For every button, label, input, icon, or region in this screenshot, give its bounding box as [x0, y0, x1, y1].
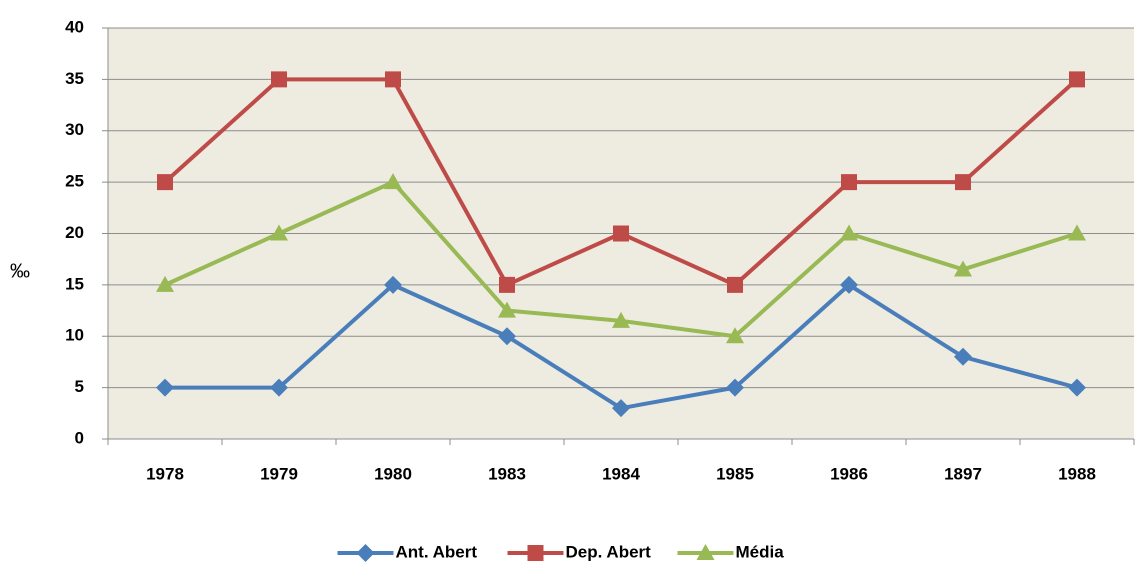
marker [356, 544, 375, 562]
marker [612, 399, 630, 418]
marker [840, 224, 858, 241]
x-tick-label: 1897 [944, 464, 982, 483]
marker [1069, 71, 1085, 88]
marker [157, 174, 173, 191]
marker [156, 275, 174, 292]
x-tick-label: 1978 [146, 464, 184, 483]
y-tick-label: 40 [65, 17, 84, 36]
marker [726, 327, 744, 344]
y-tick-label: 5 [75, 377, 84, 396]
marker [384, 275, 402, 294]
marker [612, 311, 630, 328]
x-tick-label: 1980 [374, 464, 412, 483]
y-tick-label: 25 [65, 172, 84, 191]
marker [498, 327, 516, 346]
legend-label: Média [736, 542, 785, 561]
y-axis-label: ‰ [10, 260, 30, 282]
y-tick-label: 15 [65, 274, 84, 293]
y-tick-label: 0 [75, 428, 84, 447]
marker [955, 174, 971, 191]
marker [271, 71, 287, 88]
y-tick-label: 35 [65, 69, 84, 88]
x-tick-label: 1985 [716, 464, 754, 483]
x-tick-label: 1979 [260, 464, 298, 483]
y-tick-label: 30 [65, 120, 84, 139]
marker [696, 544, 715, 560]
y-tick-label: 10 [65, 326, 84, 345]
marker [499, 276, 515, 293]
y-tick-label: 20 [65, 223, 84, 242]
marker [498, 301, 516, 318]
marker [527, 545, 544, 561]
marker [840, 275, 858, 294]
marker [1068, 224, 1086, 241]
x-tick-label: 1988 [1058, 464, 1096, 483]
marker [841, 174, 857, 191]
marker [156, 378, 174, 397]
marker [384, 173, 402, 190]
legend-label: Dep. Abert [566, 542, 652, 561]
marker [727, 276, 743, 293]
x-tick-label: 1984 [602, 464, 640, 483]
marker [954, 347, 972, 366]
marker [270, 378, 288, 397]
marker [954, 260, 972, 277]
marker [1068, 378, 1086, 397]
legend-label: Ant. Abert [396, 542, 478, 561]
x-tick-label: 1986 [830, 464, 868, 483]
marker [613, 225, 629, 242]
marker [270, 224, 288, 241]
marker [385, 71, 401, 88]
x-tick-label: 1983 [488, 464, 526, 483]
marker [726, 378, 744, 397]
